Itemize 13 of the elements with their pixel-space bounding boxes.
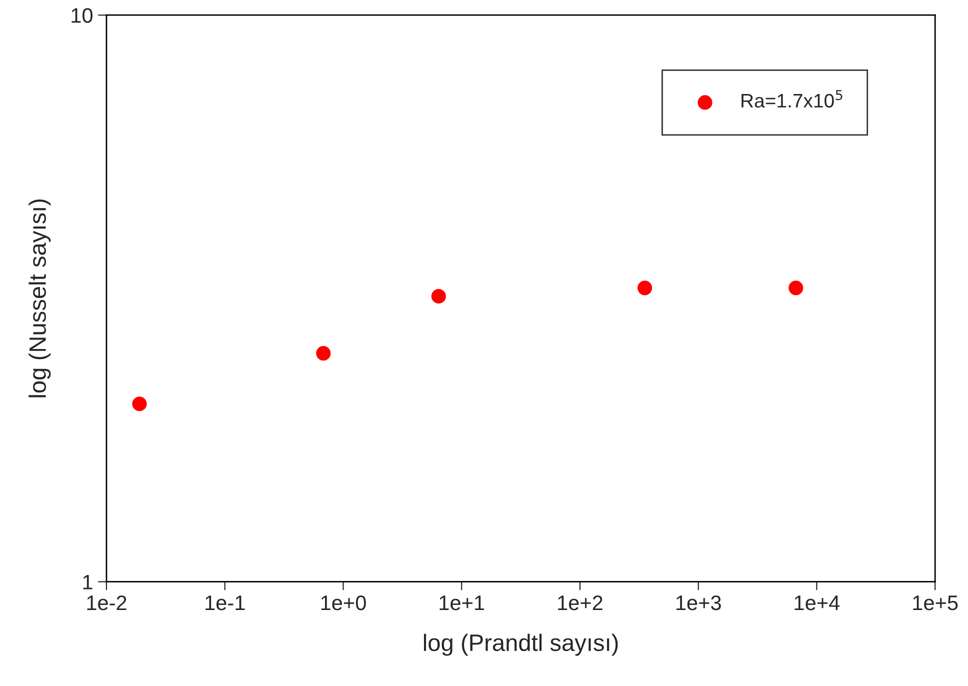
x-tick-label: 1e+1: [440, 596, 484, 610]
x-tick-label: 1e-2: [87, 595, 126, 610]
x-tick-label: 1e+5: [913, 596, 958, 610]
x-axis-title: log (Prandtl sayısı): [424, 634, 618, 656]
y-tick-label: 1: [83, 574, 92, 590]
x-tick-label: 1e+0: [321, 595, 366, 610]
x-tick-label: 1e-1: [206, 596, 245, 610]
y-tick-label: 10: [72, 8, 92, 23]
legend-label: Ra=1.7x10$^{5}$: [742, 90, 842, 108]
x-tick-label: 1e+2: [558, 595, 602, 610]
y-axis-title: log (Nusselt sayısı): [28, 199, 51, 398]
x-tick-label: 1e+4: [794, 596, 840, 610]
x-tick-label: 1e+3: [676, 595, 721, 610]
